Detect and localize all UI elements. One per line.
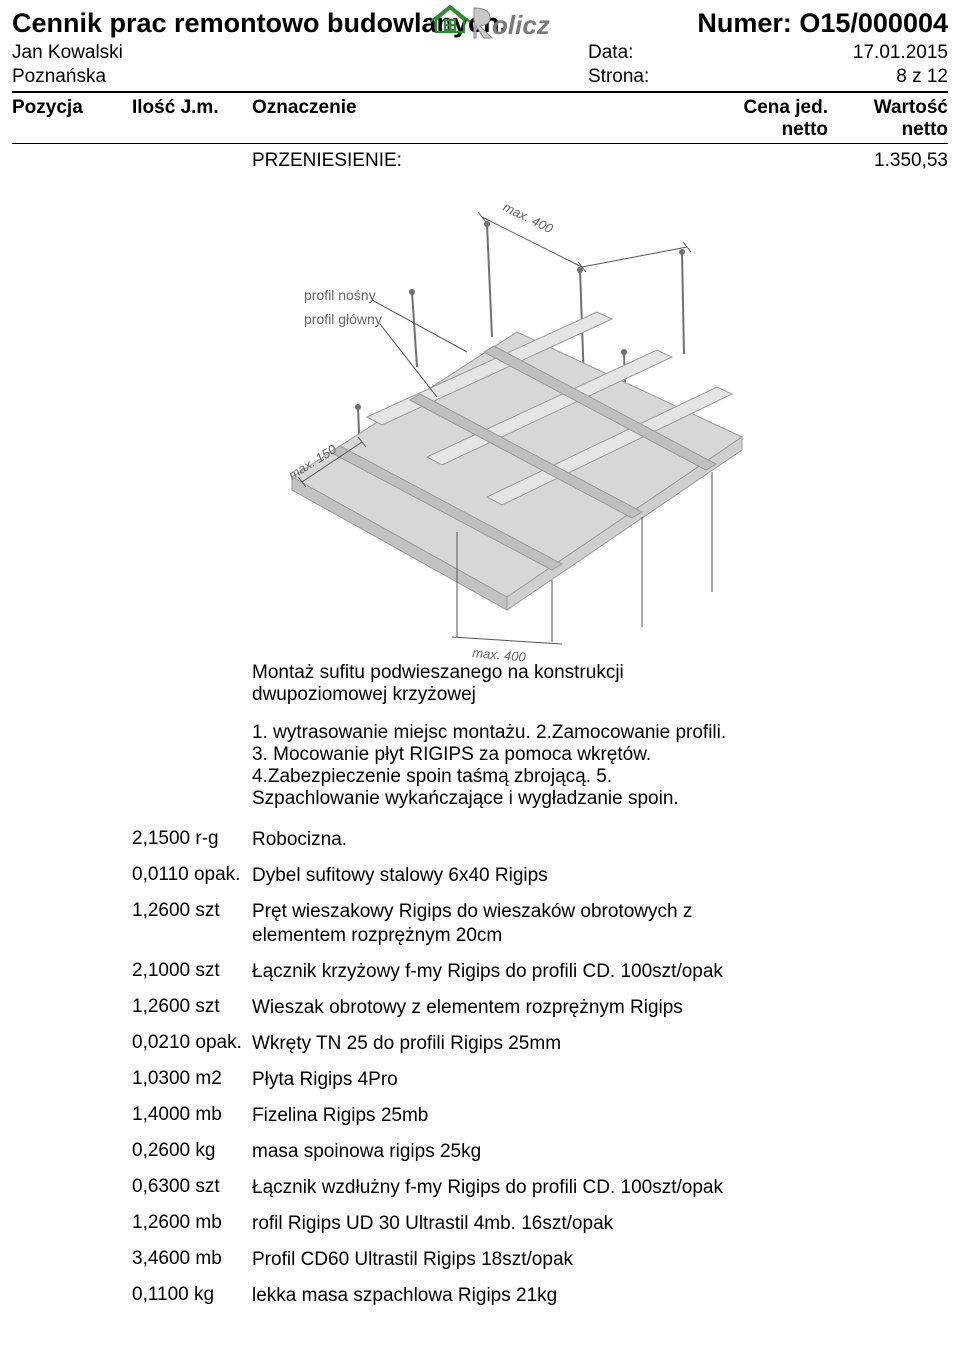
title-right: Numer: O15/000004	[697, 8, 948, 39]
item-qty: 1,0300 m2	[132, 1068, 252, 1092]
item-desc: masa spoinowa rigips 25kg	[252, 1140, 948, 1164]
number-label: Numer:	[697, 8, 792, 38]
table-row: 0,1100 kglekka masa szpachlowa Rigips 21…	[12, 1278, 948, 1314]
column-headers: Pozycja Ilość J.m. Oznaczenie Cena jed. …	[12, 93, 948, 143]
table-row: 1,2600 sztWieszak obrotowy z elementem r…	[12, 990, 948, 1026]
label-profil-nosny: profil nośny	[304, 287, 376, 303]
item-qty: 1,2600 szt	[132, 996, 252, 1020]
logo: olicz	[430, 4, 590, 44]
carry-row: PRZENIESIENIE: 1.350,53	[12, 144, 948, 182]
intro-steps-row: 1. wytrasowanie miejsc montażu. 2.Zamoco…	[12, 712, 948, 816]
item-qty: 1,2600 mb	[132, 1212, 252, 1236]
col-wartosc-sub: netto	[828, 119, 948, 141]
item-desc: Profil CD60 Ultrastil Rigips 18szt/opak	[252, 1248, 948, 1272]
document-header: Cennik prac remontowo budowlanych. Numer…	[12, 8, 948, 89]
header-person: Jan Kowalski	[12, 41, 588, 65]
carry-value: 1.350,53	[828, 150, 948, 172]
item-qty: 2,1500 r-g	[132, 828, 252, 852]
col-wartosc: Wartość netto	[828, 97, 948, 141]
col-cena: Cena jed. netto	[678, 97, 828, 141]
table-row: 2,1500 r-gRobocizna.	[12, 822, 948, 858]
intro-title: Montaż sufitu podwieszanego na konstrukc…	[252, 662, 948, 706]
item-qty: 1,2600 szt	[132, 900, 252, 948]
intro-title-row: Montaż sufitu podwieszanego na konstrukc…	[12, 662, 948, 712]
col-cena-sub: netto	[678, 119, 828, 141]
item-qty: 0,0110 opak.	[132, 864, 252, 888]
table-row: 2,1000 sztŁącznik krzyżowy f-my Rigips d…	[12, 954, 948, 990]
item-qty: 1,4000 mb	[132, 1104, 252, 1128]
table-row: 1,4000 mbFizelina Rigips 25mb	[12, 1098, 948, 1134]
item-desc: Wieszak obrotowy z elementem rozprężnym …	[252, 996, 948, 1020]
ceiling-diagram: max. 400	[252, 182, 752, 662]
item-qty: 0,2600 kg	[132, 1140, 252, 1164]
table-row: 3,4600 mbProfil CD60 Ultrastil Rigips 18…	[12, 1242, 948, 1278]
intro-steps: 1. wytrasowanie miejsc montażu. 2.Zamoco…	[252, 722, 948, 810]
table-row: 1,0300 m2Płyta Rigips 4Pro	[12, 1062, 948, 1098]
page-value: 8 z 12	[808, 65, 948, 89]
col-pozycja: Pozycja	[12, 97, 132, 141]
date-label: Data:	[588, 41, 808, 65]
svg-text:olicz: olicz	[492, 10, 550, 40]
item-qty: 0,0210 opak.	[132, 1032, 252, 1056]
item-desc: lekka masa szpachlowa Rigips 21kg	[252, 1284, 948, 1308]
page-label: Strona:	[588, 65, 808, 89]
item-desc: Robocizna.	[252, 828, 948, 852]
header-meta: Jan Kowalski Data: 17.01.2015 Poznańska …	[12, 41, 948, 89]
label-max-bottom: max. 400	[472, 645, 527, 662]
col-ilosc: Ilość J.m.	[132, 97, 252, 141]
table-row: 0,0210 opak.Wkręty TN 25 do profili Rigi…	[12, 1026, 948, 1062]
item-qty: 3,4600 mb	[132, 1248, 252, 1272]
date-value: 17.01.2015	[808, 41, 948, 65]
table-row: 0,6300 sztŁącznik wzdłużny f-my Rigips d…	[12, 1170, 948, 1206]
table-row: 1,2600 mbrofil Rigips UD 30 Ultrastil 4m…	[12, 1206, 948, 1242]
carry-label: PRZENIESIENIE:	[252, 150, 678, 172]
header-address: Poznańska	[12, 65, 588, 89]
number-value: O15/000004	[799, 8, 948, 38]
table-row: 0,0110 opak.Dybel sufitowy stalowy 6x40 …	[12, 858, 948, 894]
item-qty: 0,6300 szt	[132, 1176, 252, 1200]
item-desc: rofil Rigips UD 30 Ultrastil 4mb. 16szt/…	[252, 1212, 948, 1236]
page: Cennik prac remontowo budowlanych. Numer…	[0, 0, 960, 1334]
item-desc: Łącznik krzyżowy f-my Rigips do profili …	[252, 960, 948, 984]
item-desc: Fizelina Rigips 25mb	[252, 1104, 948, 1128]
item-desc: Płyta Rigips 4Pro	[252, 1068, 948, 1092]
item-qty: 2,1000 szt	[132, 960, 252, 984]
label-profil-glowny: profil główny	[304, 311, 382, 327]
item-desc: Łącznik wzdłużny f-my Rigips do profili …	[252, 1176, 948, 1200]
item-desc: Pręt wieszakowy Rigips do wieszaków obro…	[252, 900, 948, 948]
table-row: 1,2600 sztPręt wieszakowy Rigips do wies…	[12, 894, 948, 954]
col-oznaczenie: Oznaczenie	[252, 97, 678, 141]
table-row: 0,2600 kgmasa spoinowa rigips 25kg	[12, 1134, 948, 1170]
item-desc: Dybel sufitowy stalowy 6x40 Rigips	[252, 864, 948, 888]
col-cena-label: Cena jed.	[744, 97, 828, 118]
item-qty: 0,1100 kg	[132, 1284, 252, 1308]
col-wartosc-label: Wartość	[874, 97, 948, 118]
items-list: 2,1500 r-gRobocizna.0,0110 opak.Dybel su…	[12, 822, 948, 1314]
item-desc: Wkręty TN 25 do profili Rigips 25mm	[252, 1032, 948, 1056]
